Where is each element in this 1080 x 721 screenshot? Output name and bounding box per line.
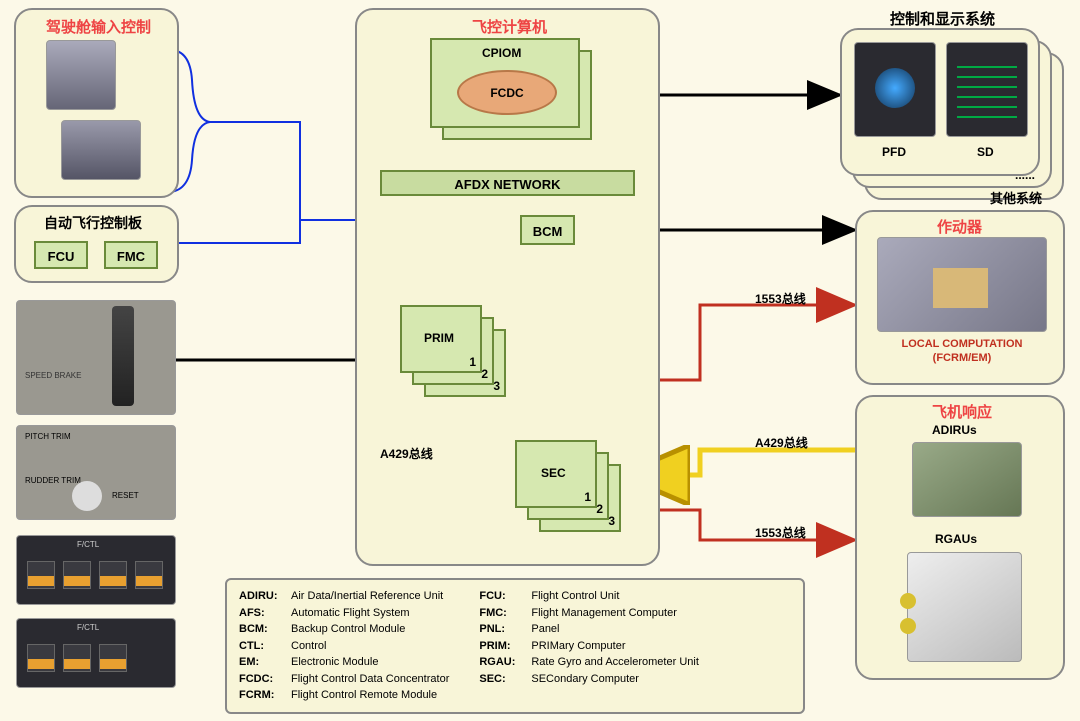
pfd-screen-icon (854, 42, 936, 137)
fctl2-label: F/CTL (77, 623, 99, 632)
box-fmc: FMC (104, 241, 158, 269)
panel-actuator: 作动器 LOCAL COMPUTATION (FCRM/EM) (855, 210, 1065, 385)
a429-internal-label: A429总线 (380, 445, 433, 462)
local-comp-label: LOCAL COMPUTATION (FCRM/EM) (882, 337, 1042, 366)
bus-1553-top: 1553总线 (755, 290, 806, 307)
cpiom-stack: CPIOM FCDC (430, 38, 595, 143)
trim-knob-icon (72, 481, 102, 511)
title-cds: 控制和显示系统 (890, 8, 995, 29)
bcm-box: BCM (520, 215, 575, 245)
afdx-box: AFDX NETWORK (380, 170, 635, 196)
panel-cockpit: 驾驶舱输入控制 (14, 8, 179, 198)
adirus-label: ADIRUs (932, 423, 977, 437)
fcdc-ellipse: FCDC (457, 70, 557, 115)
panel-response: 飞机响应 ADIRUs RGAUs (855, 395, 1065, 680)
rgau-icon (907, 552, 1022, 662)
speedbrake-label: SPEED BRAKE (25, 371, 81, 380)
panel-cds-stack: PFD SD (840, 28, 1070, 203)
prim-label: PRIM (424, 331, 454, 345)
sidestick-icon (46, 40, 116, 110)
throttle-lever-icon (112, 306, 134, 406)
sd-screen-icon (946, 42, 1028, 137)
cpiom-label: CPIOM (482, 46, 521, 60)
sec-label: SEC (541, 466, 566, 480)
sd-label: SD (977, 145, 994, 159)
glossary-col-right: FCU:Flight Control Unit FMC:Flight Manag… (479, 588, 699, 704)
sec-stack: 3 2 SEC 1 (515, 440, 625, 535)
adiru-icon (912, 442, 1022, 517)
ruddertrim-label: RUDDER TRIM (25, 476, 81, 485)
fcdc-label: FCDC (490, 86, 523, 100)
title-fcc: 飞控计算机 (472, 16, 547, 37)
title-response: 飞机响应 (932, 401, 992, 422)
speedbrake-panel-icon: SPEED BRAKE (16, 300, 176, 415)
rgaus-label: RGAUs (935, 532, 977, 546)
prim-stack: 3 2 PRIM 1 (400, 305, 510, 400)
cds-dots: ...... (1015, 168, 1035, 182)
panel-autoflight: 自动飞行控制板 FCU FMC (14, 205, 179, 283)
actuator-icon (877, 237, 1047, 332)
fctl-panel1-icon: F/CTL (16, 535, 176, 605)
trim-panel-icon: PITCH TRIM RUDDER TRIM RESET (16, 425, 176, 520)
fctl1-label: F/CTL (77, 540, 99, 549)
title-cockpit: 驾驶舱输入控制 (46, 16, 151, 37)
title-actuator: 作动器 (937, 216, 982, 237)
cds-other: 其他系统 (990, 188, 1042, 207)
bus-a429-ext: A429总线 (755, 434, 808, 451)
glossary-col-left: ADIRU:Air Data/Inertial Reference Unit A… (239, 588, 449, 704)
bus-1553-bot: 1553总线 (755, 524, 806, 541)
pitchtrim-label: PITCH TRIM (25, 432, 71, 441)
title-autoflight: 自动飞行控制板 (44, 213, 142, 233)
pfd-label: PFD (882, 145, 906, 159)
throttle-icon (61, 120, 141, 180)
glossary-box: ADIRU:Air Data/Inertial Reference Unit A… (225, 578, 805, 714)
fctl-panel2-icon: F/CTL (16, 618, 176, 688)
reset-label: RESET (112, 491, 139, 500)
box-fcu: FCU (34, 241, 88, 269)
